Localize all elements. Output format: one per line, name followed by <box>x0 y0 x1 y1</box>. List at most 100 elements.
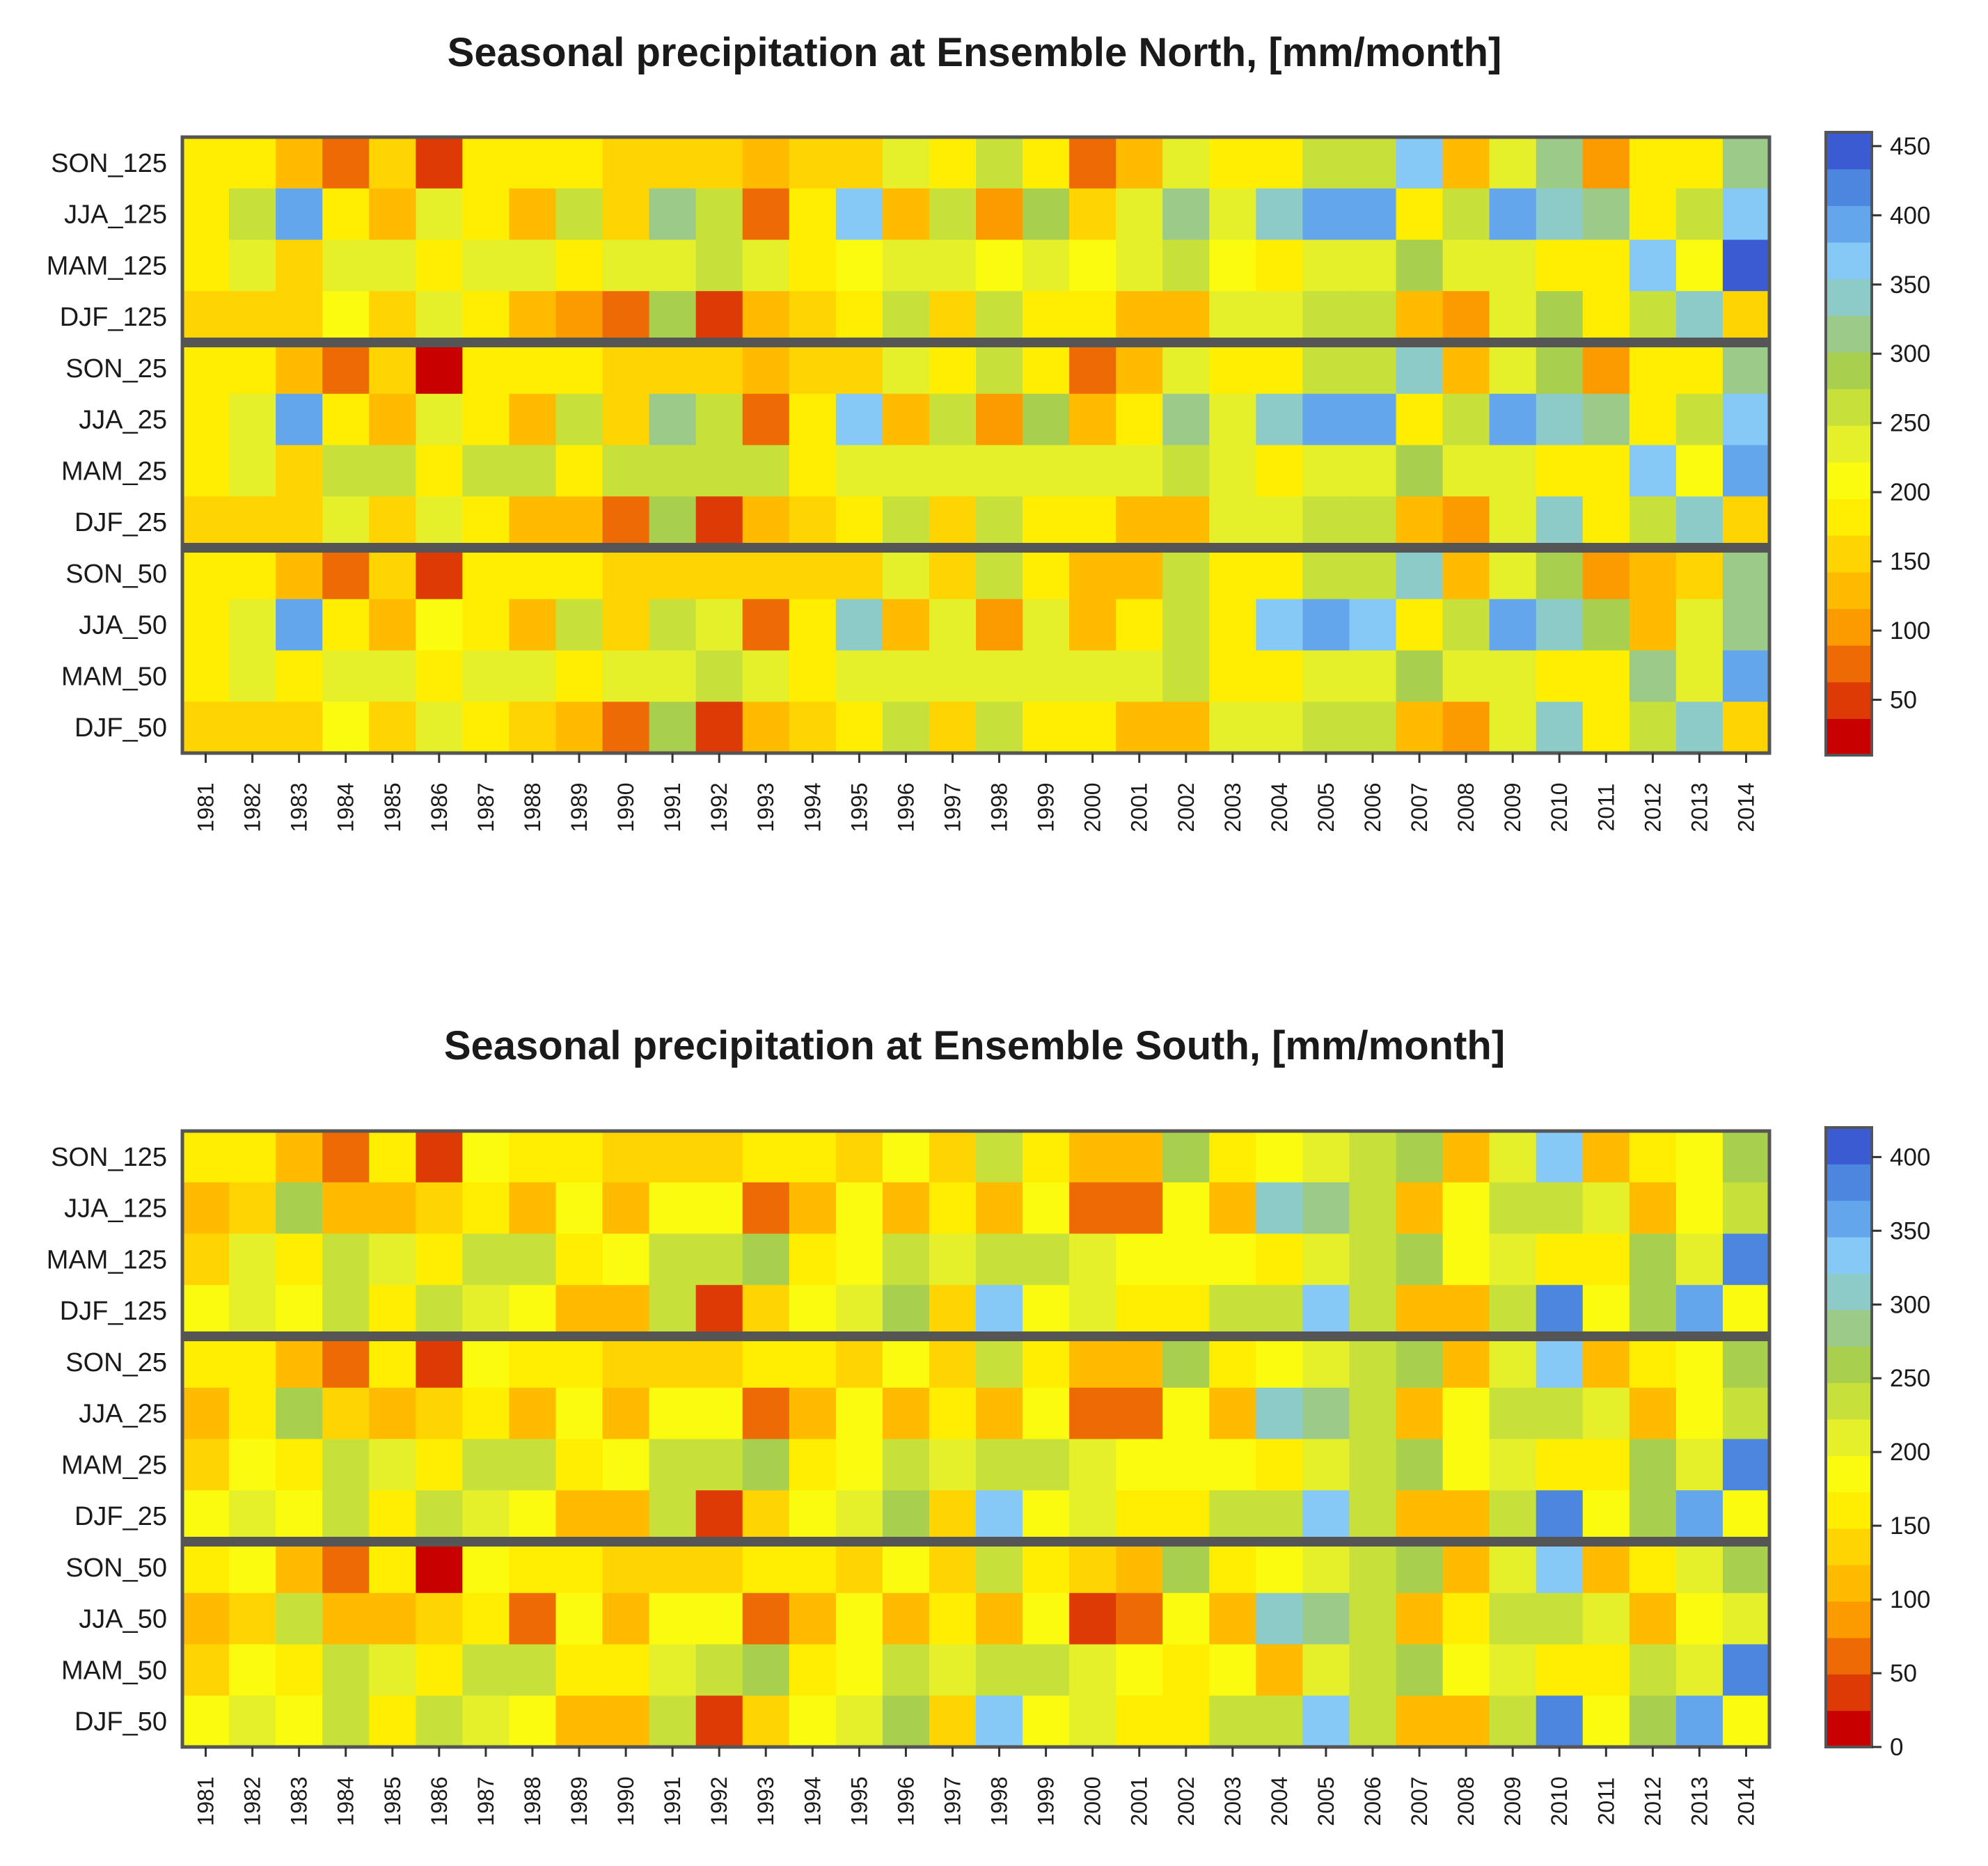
south-cell-JJA_50-1984 <box>322 1592 370 1645</box>
north-cell-JJA_50-2012 <box>1629 599 1677 651</box>
north-cell-DJF_125-1990 <box>602 291 650 343</box>
south-cell-DJF_25-2012 <box>1629 1490 1677 1542</box>
north-cell-SON_125-2007 <box>1396 137 1444 189</box>
north-cell-JJA_125-2006 <box>1349 188 1397 241</box>
south-year-label-1993: 1993 <box>753 1776 778 1826</box>
south-cell-JJA_25-1996 <box>882 1387 930 1440</box>
north-cell-DJF_25-1990 <box>602 496 650 548</box>
north-cell-DJF_50-2006 <box>1349 702 1397 754</box>
north-cell-SON_50-1998 <box>976 548 1023 600</box>
north-cell-MAM_50-2008 <box>1442 650 1490 702</box>
south-year-label-2011: 2011 <box>1593 1778 1618 1826</box>
north-cell-SON_25-1996 <box>882 342 930 395</box>
south-cell-SON_25-1987 <box>462 1336 510 1389</box>
north-cell-JJA_125-1987 <box>462 188 510 241</box>
north-year-label-1992: 1992 <box>707 782 732 832</box>
north-cell-DJF_125-2003 <box>1209 291 1256 343</box>
north-colorbar-segment <box>1826 681 1872 719</box>
south-cell-JJA_50-1994 <box>789 1592 837 1645</box>
south-cell-MAM_25-1983 <box>276 1439 323 1491</box>
south-cell-SON_125-1997 <box>929 1131 977 1183</box>
south-cell-JJA_125-1998 <box>976 1182 1023 1235</box>
south-cell-JJA_25-2012 <box>1629 1387 1677 1440</box>
north-cell-JJA_50-1994 <box>789 599 837 651</box>
south-cell-MAM_50-2000 <box>1069 1644 1117 1696</box>
south-cell-DJF_125-2003 <box>1209 1285 1256 1337</box>
north-heatmap-panel: Seasonal precipitation at Ensemble North… <box>47 30 1931 832</box>
south-row-label-SON_25: SON_25 <box>65 1348 167 1377</box>
south-row-label-DJF_50: DJF_50 <box>74 1707 167 1737</box>
south-cell-JJA_50-1993 <box>742 1592 790 1645</box>
north-cell-JJA_125-1994 <box>789 188 837 241</box>
south-cell-DJF_50-2003 <box>1209 1695 1256 1748</box>
south-cell-DJF_50-2010 <box>1536 1695 1584 1748</box>
north-year-label-1987: 1987 <box>473 782 498 832</box>
south-cell-MAM_25-1999 <box>1023 1439 1070 1491</box>
south-cell-SON_50-1981 <box>182 1542 230 1594</box>
north-cell-SON_125-1990 <box>602 137 650 189</box>
north-cell-MAM_25-1981 <box>182 445 230 497</box>
north-cell-JJA_25-1998 <box>976 393 1023 446</box>
north-colorbar-segment <box>1826 205 1872 243</box>
south-cell-SON_50-2006 <box>1349 1542 1397 1594</box>
south-cell-MAM_50-1982 <box>229 1644 276 1696</box>
south-cell-DJF_125-2013 <box>1675 1285 1723 1337</box>
south-cell-DJF_125-1981 <box>182 1285 230 1337</box>
south-cell-MAM_25-1991 <box>649 1439 697 1491</box>
south-colorbar-segment <box>1826 1710 1872 1748</box>
south-colorbar-segment <box>1826 1273 1872 1311</box>
north-cell-SON_125-2006 <box>1349 137 1397 189</box>
south-cell-MAM_125-2012 <box>1629 1233 1677 1286</box>
south-cell-MAM_50-1997 <box>929 1644 977 1696</box>
south-cell-JJA_125-1989 <box>555 1182 604 1235</box>
north-cell-JJA_25-2008 <box>1442 393 1490 446</box>
south-colorbar-segment <box>1826 1346 1872 1384</box>
south-year-label-1999: 1999 <box>1034 1776 1059 1826</box>
south-cell-DJF_50-1988 <box>509 1695 557 1748</box>
south-cell-MAM_25-1995 <box>835 1439 883 1491</box>
south-cell-SON_25-1983 <box>276 1336 323 1389</box>
south-cell-DJF_25-2001 <box>1116 1490 1163 1542</box>
south-cell-DJF_50-2013 <box>1675 1695 1723 1748</box>
south-cell-SON_25-2013 <box>1675 1336 1723 1389</box>
south-cell-MAM_50-2004 <box>1256 1644 1304 1696</box>
north-cell-MAM_125-2004 <box>1256 239 1304 292</box>
south-cell-DJF_50-1987 <box>462 1695 510 1748</box>
south-cell-DJF_50-2000 <box>1069 1695 1117 1748</box>
south-cell-DJF_50-2007 <box>1396 1695 1444 1748</box>
north-cell-JJA_25-2002 <box>1162 393 1210 446</box>
south-cell-DJF_125-1988 <box>509 1285 557 1337</box>
south-year-label-1988: 1988 <box>520 1776 545 1826</box>
south-cell-JJA_125-1982 <box>229 1182 276 1235</box>
north-cell-MAM_125-1991 <box>649 239 697 292</box>
south-cell-DJF_25-2011 <box>1582 1490 1630 1542</box>
south-colorbar-segment <box>1826 1492 1872 1529</box>
south-cell-JJA_50-2000 <box>1069 1592 1117 1645</box>
south-cell-SON_25-1995 <box>835 1336 883 1389</box>
south-cell-JJA_25-1989 <box>555 1387 604 1440</box>
south-cell-SON_125-1992 <box>695 1131 743 1183</box>
north-cell-MAM_25-2000 <box>1069 445 1117 497</box>
north-row-label-JJA_25: JJA_25 <box>79 406 167 435</box>
south-year-label-1986: 1986 <box>427 1776 452 1826</box>
north-cell-DJF_125-1998 <box>976 291 1023 343</box>
south-cell-JJA_50-1987 <box>462 1592 510 1645</box>
south-cell-MAM_125-1985 <box>369 1233 416 1286</box>
south-cell-JJA_25-2010 <box>1536 1387 1584 1440</box>
south-row-label-JJA_50: JJA_50 <box>79 1605 167 1634</box>
south-cell-JJA_25-1982 <box>229 1387 276 1440</box>
north-cell-DJF_125-1992 <box>695 291 743 343</box>
south-cell-SON_125-2006 <box>1349 1131 1397 1183</box>
north-cell-MAM_50-1983 <box>276 650 323 702</box>
north-cell-MAM_50-1991 <box>649 650 697 702</box>
south-cell-JJA_125-1981 <box>182 1182 230 1235</box>
north-cell-SON_25-1995 <box>835 342 883 395</box>
south-cell-DJF_25-2013 <box>1675 1490 1723 1542</box>
north-cell-DJF_50-1992 <box>695 702 743 754</box>
south-cell-DJF_25-2006 <box>1349 1490 1397 1542</box>
north-cell-JJA_125-1984 <box>322 188 370 241</box>
north-cell-SON_50-1983 <box>276 548 323 600</box>
north-cell-DJF_25-1998 <box>976 496 1023 548</box>
north-cell-SON_25-1997 <box>929 342 977 395</box>
south-year-label-1992: 1992 <box>707 1776 732 1826</box>
